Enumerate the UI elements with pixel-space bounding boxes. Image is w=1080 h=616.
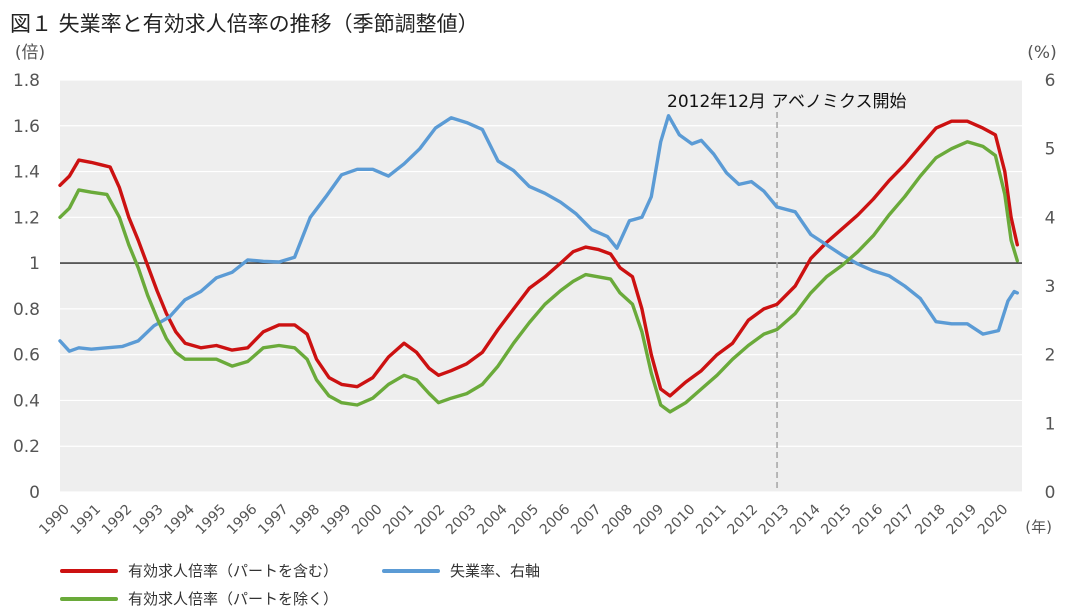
legend-label-red: 有効求人倍率（パートを含む） xyxy=(128,562,339,580)
y-tick-label: 1.2 xyxy=(13,208,40,228)
series-line-0 xyxy=(58,119,1019,398)
x-tick-label: 2013 xyxy=(756,502,793,539)
legend: 有効求人倍率（パートを含む） 失業率、右軸 有効求人倍率（パートを除く） xyxy=(60,560,620,616)
y-tick-label: 0.2 xyxy=(13,437,40,457)
legend-label-green: 有効求人倍率（パートを除く） xyxy=(128,590,339,608)
x-tick-label: 2018 xyxy=(912,502,949,539)
y2-tick-label: 4 xyxy=(1045,208,1056,228)
x-tick-label: 2020 xyxy=(975,502,1012,539)
y2-tick-label: 2 xyxy=(1045,346,1056,366)
x-axis-label: (年) xyxy=(1025,518,1052,536)
y2-axis-label: (%) xyxy=(1027,43,1056,63)
x-tick-label: 1996 xyxy=(224,501,261,538)
x-tick-label: 2017 xyxy=(881,502,918,539)
x-tick-label: 1994 xyxy=(161,501,198,538)
y-tick-label: 1.8 xyxy=(13,71,40,91)
x-tick-label: 2011 xyxy=(693,502,730,539)
x-tick-label: 2000 xyxy=(349,502,386,539)
y-tick-label: 0.4 xyxy=(13,391,40,411)
legend-item-green: 有効求人倍率（パートを除く） xyxy=(60,588,338,609)
annotation-label: 2012年12月 アベノミクス開始 xyxy=(667,92,906,112)
chart-title: 図１ 失業率と有効求人倍率の推移（季節調整値） xyxy=(10,12,479,36)
x-tick-label: 2007 xyxy=(568,502,605,539)
y2-tick-label: 1 xyxy=(1045,414,1056,434)
x-tick-label: 2005 xyxy=(506,502,543,539)
x-tick-label: 2012 xyxy=(725,502,762,539)
legend-item-blue: 失業率、右軸 xyxy=(382,560,540,581)
y-tick-label: 1 xyxy=(29,254,40,274)
plot-area xyxy=(60,80,1022,492)
legend-swatch-blue xyxy=(382,568,440,573)
y2-tick-label: 5 xyxy=(1045,140,1056,160)
y-axis-label: (倍) xyxy=(15,43,45,63)
x-tick-label: 1999 xyxy=(318,502,355,539)
legend-swatch-green xyxy=(60,596,118,601)
x-tick-label: 2004 xyxy=(474,501,511,538)
y-tick-label: 1.4 xyxy=(13,163,40,183)
x-tick-label: 1991 xyxy=(68,502,105,539)
x-tick-label: 2009 xyxy=(631,502,668,539)
x-tick-label: 2002 xyxy=(412,502,449,539)
y2-tick-label: 3 xyxy=(1045,277,1056,297)
series-line-1 xyxy=(58,114,1019,353)
x-tick-label: 1997 xyxy=(255,502,292,539)
legend-label-blue: 失業率、右軸 xyxy=(450,562,541,580)
x-tick-label: 2010 xyxy=(662,502,699,539)
chart-svg: 0 0.2 0.4 0.6 0.8 1 1.2 1.4 1.6 1.8 0 1 2 3 4 5 6 (倍) (%) 1… xyxy=(13,43,1057,539)
x-tick-label: 1993 xyxy=(130,502,167,539)
legend-swatch-red xyxy=(60,568,118,573)
x-tick-label: 2015 xyxy=(818,502,855,539)
y2-tick-label: 0 xyxy=(1045,483,1056,503)
x-tick-label: 2016 xyxy=(850,501,887,538)
x-tick-label: 2008 xyxy=(599,502,636,539)
y-tick-label: 0.8 xyxy=(13,300,40,320)
y-tick-label: 0.6 xyxy=(13,346,40,366)
x-tick-label: 2003 xyxy=(443,502,480,539)
y-tick-label: 0 xyxy=(29,483,40,503)
y2-tick-label: 6 xyxy=(1045,71,1056,91)
x-tick-label: 1992 xyxy=(99,502,136,539)
x-tick-label: 1990 xyxy=(36,502,73,539)
x-tick-label: 2019 xyxy=(944,502,981,539)
legend-item-red: 有効求人倍率（パートを含む） xyxy=(60,560,338,581)
x-tick-label: 2006 xyxy=(537,501,574,538)
x-tick-label: 2001 xyxy=(380,502,417,539)
y-tick-label: 1.6 xyxy=(13,117,40,137)
x-tick-label: 1998 xyxy=(287,502,324,539)
x-tick-label: 1995 xyxy=(193,502,230,539)
series-line-2 xyxy=(58,140,1019,414)
x-tick-label: 2014 xyxy=(787,501,824,538)
